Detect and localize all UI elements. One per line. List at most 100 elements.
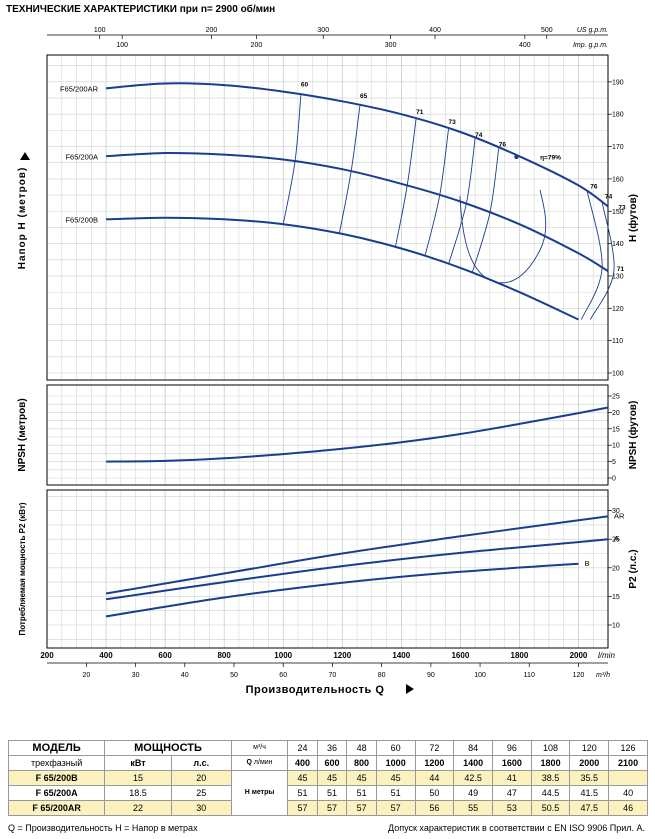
h-cell: 50 <box>414 785 455 801</box>
h-cell: 41 <box>491 770 532 786</box>
m3h-9: 126 <box>608 740 648 756</box>
pump-chart: ТЕХНИЧЕСКИЕ ХАРАКТЕРИСТИКИ при n= 2900 о… <box>6 3 639 696</box>
efficiency-label: 71 <box>617 266 625 273</box>
model-kw: 18.5 <box>104 785 172 801</box>
lmin-9: 2100 <box>608 755 648 771</box>
lmin-tick-label: 600 <box>158 651 172 660</box>
hp-tick-label: 10 <box>612 623 620 630</box>
m3h-tick-label: 40 <box>181 672 189 679</box>
lmin-tick-label: 2000 <box>570 651 588 660</box>
efficiency-label: 71 <box>416 109 424 116</box>
efficiency-label: 73 <box>449 119 457 126</box>
m3h-tick-label: 110 <box>524 672 535 679</box>
y-arrow-icon <box>20 152 30 160</box>
top-axes: US g.p.m. Imp. g.p.m. 100 200 300 400 500 10… <box>47 27 608 49</box>
m3h-1: 36 <box>316 740 348 756</box>
model-kw: 15 <box>104 770 172 786</box>
npsh-curve <box>106 406 609 463</box>
m3h-tick-label: 80 <box>378 672 386 679</box>
m3h-5: 84 <box>453 740 493 756</box>
m3h-unit: m³/h <box>596 672 610 679</box>
model-hp: 25 <box>170 785 232 801</box>
table-row: F 65/200AR 22 30 57 57 57 57 56 55 53 50… <box>7 800 648 816</box>
power-curve <box>105 515 609 595</box>
h-cell: 45 <box>287 770 318 786</box>
bottom-axes: 200 400 600 800 1000 1200 1400 1600 1800 2000 l/m… <box>20 152 615 696</box>
npsh-panel: NPSH (метров) NPSH (футов) 0 5 10 15 20 25 <box>17 384 639 486</box>
power-curve-label: A <box>614 534 619 543</box>
h-cell: 44 <box>414 770 455 786</box>
npsh-tick-label: 0 <box>612 476 616 483</box>
model-header: МОДЕЛЬ <box>7 740 106 756</box>
npsh-ylabel-right: NPSH (футов) <box>627 401 639 470</box>
hp-tick-label: 25 <box>612 537 620 544</box>
head-curve-label: F65/200A <box>65 152 98 161</box>
h-cell: 44.5 <box>530 785 571 801</box>
power-curve <box>105 538 609 601</box>
hp-header: л.с. <box>170 755 232 771</box>
h-cell: 51 <box>375 785 416 801</box>
h-label: H метры <box>244 789 275 796</box>
table-row: F 65/200A 18.5 25 51 51 51 51 50 49 47 4… <box>7 785 648 801</box>
m3h-tick-label: 60 <box>279 672 287 679</box>
imp-tick-label: 400 <box>519 42 531 49</box>
lmin-1: 600 <box>316 755 348 771</box>
efficiency-line <box>589 202 615 320</box>
h-cell: 40 <box>608 785 648 801</box>
feet-tick-label: 140 <box>612 241 624 248</box>
h-cell: 46 <box>608 800 648 816</box>
x-arrow-icon <box>406 684 414 694</box>
m3h-tick-label: 70 <box>329 672 337 679</box>
best-efficiency-point <box>514 154 519 160</box>
phase-label: трехфазный <box>7 755 106 771</box>
m3h-4: 72 <box>414 740 455 756</box>
feet-tick-label: 160 <box>612 176 624 183</box>
h-cell: 53 <box>491 800 532 816</box>
npsh-tick-label: 20 <box>612 410 620 417</box>
q-label: Q <box>246 759 252 766</box>
efficiency-label: 73 <box>618 205 626 212</box>
us-tick-label: 100 <box>94 27 106 34</box>
npsh-tick-label: 25 <box>612 394 620 401</box>
feet-tick-label: 170 <box>612 144 624 151</box>
imp-tick-label: 300 <box>385 42 397 49</box>
h-cell: 57 <box>375 800 416 816</box>
m3h-tick-label: 30 <box>132 672 140 679</box>
us-tick-label: 500 <box>541 27 553 34</box>
h-cell: 47 <box>491 785 532 801</box>
head-curve-label: F65/200B <box>65 215 98 224</box>
h-cell: 49 <box>453 785 493 801</box>
lmin-5: 1400 <box>453 755 493 771</box>
efficiency-label: 74 <box>475 132 483 139</box>
lmin-8: 2000 <box>569 755 610 771</box>
model-hp: 30 <box>170 800 232 816</box>
m3h-tick-label: 120 <box>573 672 585 679</box>
imp-tick-label: 100 <box>116 42 128 49</box>
npsh-tick-label: 15 <box>612 426 620 433</box>
efficiency-label: 65 <box>360 93 368 100</box>
lmin-tick-label: 1600 <box>451 651 469 660</box>
h-cell: 38.5 <box>530 770 571 786</box>
npsh-ylabel: NPSH (метров) <box>17 398 28 471</box>
power-curve <box>105 562 579 618</box>
footer-left: Q = Производительность H = Напор в метра… <box>8 823 198 833</box>
power-curve-label: AR <box>614 511 625 520</box>
head-ylabel-right: H (футов) <box>627 194 639 242</box>
hp-tick-label: 20 <box>612 565 620 572</box>
imp-tick-label: 200 <box>251 42 263 49</box>
power-ylabel-right: P2 (л.с.) <box>628 549 639 588</box>
h-cell: 56 <box>414 800 455 816</box>
m3h-6: 96 <box>491 740 532 756</box>
us-tick-label: 300 <box>317 27 329 34</box>
head-panel: Напор H (метров) H (футов) 100 110 120 130 1… <box>17 54 639 381</box>
power-curve-label: B <box>584 559 589 568</box>
lmin-4: 1200 <box>414 755 455 771</box>
us-tick-label: 400 <box>429 27 441 34</box>
h-cell: 51 <box>287 785 318 801</box>
h-cell: 57 <box>346 800 377 816</box>
chart-title: ТЕХНИЧЕСКИЕ ХАРАКТЕРИСТИКИ при n= 2900 о… <box>6 3 275 15</box>
head-curve <box>106 82 609 208</box>
x-axis-title: Производительность Q <box>246 684 385 696</box>
m3h-0: 24 <box>287 740 318 756</box>
